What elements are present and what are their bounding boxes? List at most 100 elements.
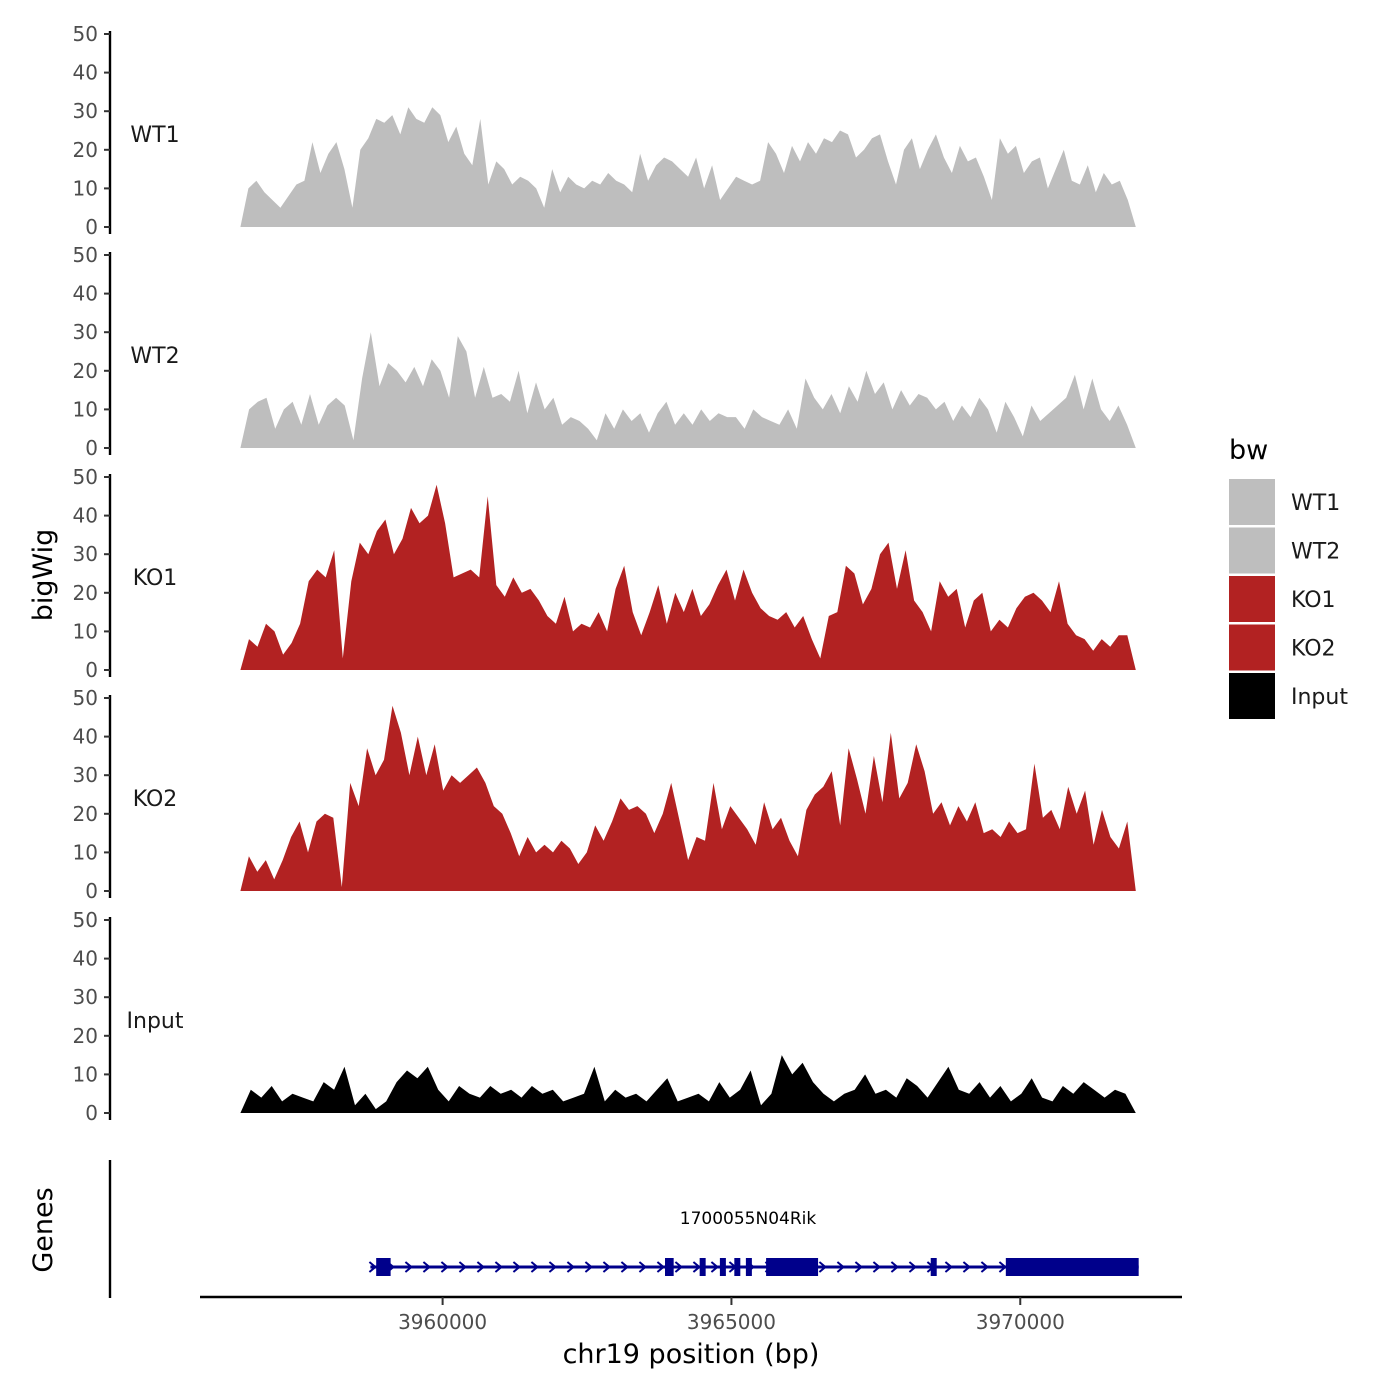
y-tick-label: 40 (73, 504, 98, 528)
strand-arrow (998, 1261, 1007, 1273)
y-tick-label: 10 (73, 1062, 98, 1086)
strand-arrow (548, 1261, 557, 1273)
legend-title: bw (1229, 435, 1268, 466)
strand-arrow (440, 1261, 449, 1273)
legend-label-ko2: KO2 (1291, 637, 1336, 662)
signal-track-panels: 0 10 20 30 40 50 WT1 0 10 20 30 40 50 WT2 0 10 20 30 40 50 K… (73, 22, 1136, 1125)
coverage-area-ko1 (240, 484, 1136, 670)
strand-arrow (854, 1261, 863, 1273)
y-tick-label: 20 (73, 359, 98, 383)
gene-name-label: 1700055N04Rik (680, 1209, 817, 1229)
strand-arrow (836, 1261, 845, 1273)
y-tick-label: 40 (73, 947, 98, 971)
strand-arrow (566, 1261, 575, 1273)
x-tick-label: 3965000 (687, 1310, 776, 1334)
exon-block (766, 1258, 819, 1276)
strand-arrow (710, 1261, 719, 1273)
strand-arrow (422, 1261, 431, 1273)
y-tick-label: 30 (73, 542, 98, 566)
y-tick-label: 30 (73, 99, 98, 123)
exon-block (719, 1258, 726, 1276)
y-tick-label: 20 (73, 1024, 98, 1048)
track-wt2: 0 10 20 30 40 50 WT2 (73, 243, 1136, 460)
x-tick-label: 3960000 (398, 1310, 487, 1334)
strand-arrow (872, 1261, 881, 1273)
y-tick-label: 0 (85, 658, 98, 682)
strand-arrow (476, 1261, 485, 1273)
y-axis-title: bigWig (28, 529, 59, 622)
y-tick-label: 10 (73, 619, 98, 643)
legend-swatch-input (1229, 673, 1275, 719)
strand-arrow (908, 1261, 917, 1273)
x-axis-title: chr19 position (bp) (563, 1339, 820, 1370)
exon-block (745, 1258, 752, 1276)
y-tick-label: 30 (73, 763, 98, 787)
legend-label-input: Input (1291, 685, 1348, 710)
legend-label-wt2: WT2 (1291, 540, 1340, 565)
exon-block (699, 1258, 706, 1276)
strand-arrow (494, 1261, 503, 1273)
strand-arrow (584, 1261, 593, 1273)
strand-arrow (368, 1261, 377, 1273)
coverage-area-input (240, 1055, 1136, 1113)
y-tick-label: 30 (73, 985, 98, 1009)
y-tick-label: 0 (85, 879, 98, 903)
track-input: 0 10 20 30 40 50 Input (73, 908, 1136, 1125)
legend-swatch-wt1 (1229, 479, 1275, 525)
track-ko1: 0 10 20 30 40 50 KO1 (73, 465, 1136, 682)
exon-block (376, 1258, 391, 1276)
track-ko2: 0 10 20 30 40 50 KO2 (73, 686, 1136, 903)
strand-arrow (944, 1261, 953, 1273)
coverage-area-ko2 (240, 705, 1136, 891)
coverage-area-wt1 (240, 107, 1136, 227)
y-tick-label: 10 (73, 176, 98, 200)
strand-arrow (458, 1261, 467, 1273)
strand-arrow (512, 1261, 521, 1273)
y-tick-label: 20 (73, 802, 98, 826)
coverage-area-wt2 (240, 332, 1136, 448)
y-tick-label: 40 (73, 61, 98, 85)
y-tick-label: 20 (73, 138, 98, 162)
y-tick-label: 50 (73, 22, 98, 46)
legend-swatch-ko1 (1229, 576, 1275, 622)
y-tick-label: 20 (73, 581, 98, 605)
strand-arrow (602, 1261, 611, 1273)
strand-arrow (530, 1261, 539, 1273)
y-tick-label: 10 (73, 397, 98, 421)
exon-block (930, 1258, 937, 1276)
strand-arrow (692, 1261, 701, 1273)
legend-label-wt1: WT1 (1291, 491, 1340, 516)
track-wt1: 0 10 20 30 40 50 WT1 (73, 22, 1136, 239)
legend: bw WT1 WT2 KO1 KO2 Input (1229, 435, 1348, 719)
gene-track-panel: 1700055N04Rik (108, 1160, 1139, 1298)
y-tick-label: 50 (73, 686, 98, 710)
strand-arrow (962, 1261, 971, 1273)
y-tick-label: 40 (73, 725, 98, 749)
exon-block (1005, 1258, 1139, 1276)
strand-arrow (674, 1261, 683, 1273)
exon-block (734, 1258, 741, 1276)
track-label-ko1: KO1 (133, 566, 178, 591)
legend-swatch-ko2 (1229, 624, 1275, 671)
legend-label-ko1: KO1 (1291, 588, 1336, 613)
y-tick-label: 0 (85, 436, 98, 460)
track-label-wt2: WT2 (130, 344, 179, 369)
track-label-input: Input (127, 1009, 184, 1034)
x-tick-label: 3970000 (976, 1310, 1065, 1334)
y-tick-label: 50 (73, 908, 98, 932)
y-tick-label: 10 (73, 840, 98, 864)
strand-arrow (620, 1261, 629, 1273)
strand-arrow (656, 1261, 665, 1273)
track-label-wt1: WT1 (130, 123, 179, 148)
strand-arrow (404, 1261, 413, 1273)
y-tick-label: 0 (85, 215, 98, 239)
strand-arrow (890, 1261, 899, 1273)
strand-arrow (980, 1261, 989, 1273)
y-tick-label: 50 (73, 243, 98, 267)
y-tick-label: 30 (73, 320, 98, 344)
track-label-ko2: KO2 (133, 787, 178, 812)
genes-axis-title: Genes (28, 1187, 59, 1272)
legend-swatch-wt2 (1229, 527, 1275, 574)
x-axis: 3960000 3965000 3970000 (200, 1295, 1182, 1334)
